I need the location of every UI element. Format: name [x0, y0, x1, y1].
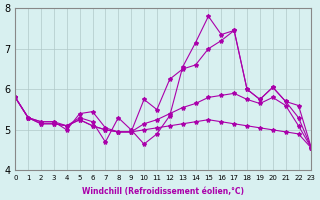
X-axis label: Windchill (Refroidissement éolien,°C): Windchill (Refroidissement éolien,°C)	[82, 187, 244, 196]
